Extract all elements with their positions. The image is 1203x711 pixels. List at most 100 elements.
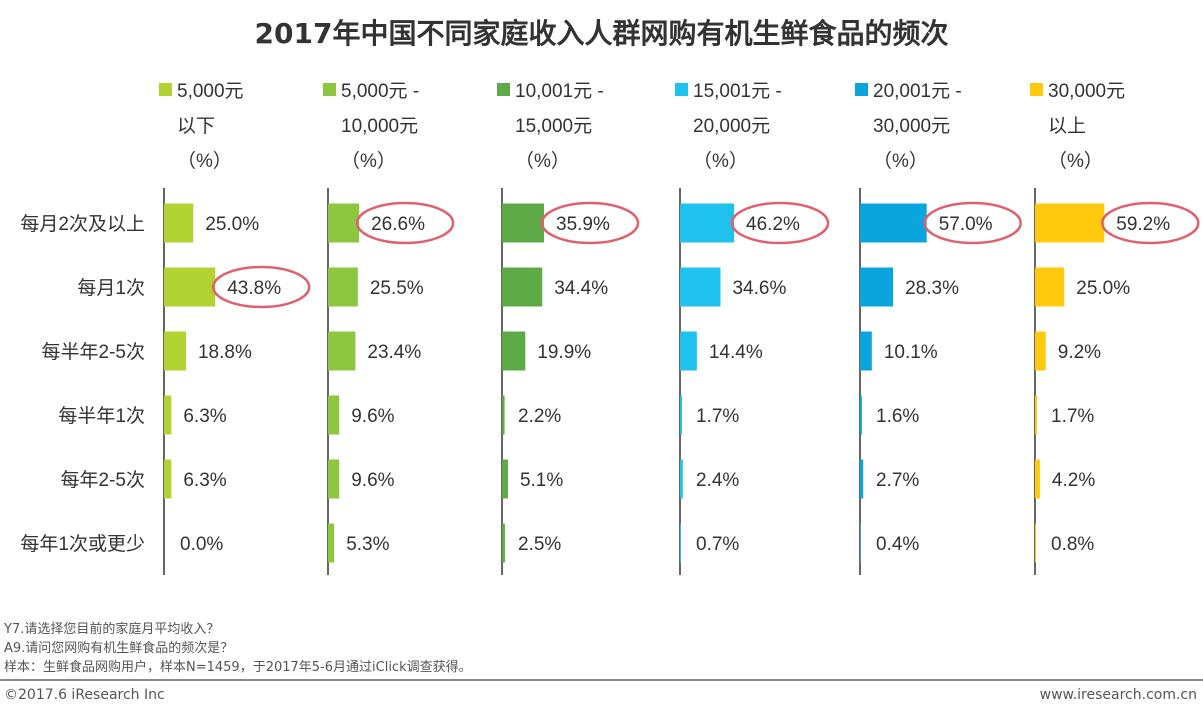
legend-label: 30,000元 (1048, 81, 1125, 102)
bar (328, 203, 360, 243)
data-label: 59.2% (1116, 214, 1170, 235)
bar (502, 395, 505, 435)
bar (502, 203, 545, 243)
highlight-circle (923, 201, 1022, 245)
legend-label: （%） (1048, 150, 1103, 172)
bar (164, 203, 194, 243)
copyright: ©2017.6 iResearch Inc (4, 687, 165, 703)
legend-label: 20,000元 (693, 116, 770, 137)
bar (860, 395, 862, 435)
category-label: 每月2次及以上 (20, 213, 145, 235)
data-label: 14.4% (709, 342, 763, 363)
legend-swatch (1030, 83, 1043, 96)
data-label: 19.9% (537, 342, 591, 363)
data-label: 25.0% (1076, 278, 1130, 299)
data-label: 34.4% (554, 278, 608, 299)
legend-label: （%） (515, 150, 570, 172)
bar (1035, 395, 1037, 435)
legend-label: （%） (177, 150, 232, 172)
legend-label: 10,001元 - (515, 81, 604, 102)
bar (164, 331, 186, 371)
data-label: 1.6% (876, 406, 919, 427)
legend-swatch (159, 83, 172, 96)
highlight-circle (540, 201, 640, 245)
data-label: 26.6% (371, 214, 425, 235)
data-label: 23.4% (367, 342, 421, 363)
bar (502, 459, 508, 499)
chart-title: 2017年中国不同家庭收入人群网购有机生鲜食品的频次 (254, 17, 949, 50)
footnote-sample: 样本：生鲜食品网购用户，样本N=1459，于2017年5-6月通过iClick调… (4, 660, 472, 675)
highlight-circle (211, 265, 311, 309)
category-label: 每年1次或更少 (20, 533, 145, 555)
data-label: 9.2% (1058, 342, 1101, 363)
bar (328, 267, 358, 307)
bar (502, 267, 543, 307)
legend-label: 30,000元 (873, 116, 950, 137)
data-label: 1.7% (1051, 406, 1094, 427)
bar (1035, 267, 1065, 307)
data-label: 5.1% (520, 470, 563, 491)
data-label: 2.4% (696, 470, 739, 491)
data-label: 10.1% (884, 342, 938, 363)
data-label: 34.6% (732, 278, 786, 299)
category-label: 每半年2-5次 (42, 341, 145, 363)
bar (502, 331, 526, 371)
data-label: 1.7% (696, 406, 739, 427)
category-label: 每半年1次 (58, 405, 145, 427)
bar (164, 395, 172, 435)
bar (680, 203, 735, 243)
bar (1035, 331, 1046, 371)
bar (680, 523, 681, 563)
data-label: 2.5% (518, 534, 561, 555)
footer-divider (0, 679, 1203, 681)
legend-label: 15,000元 (515, 116, 592, 137)
footnote-question-a9: A9.请问您网购有机生鲜食品的频次是？ (4, 641, 234, 656)
data-label: 0.7% (696, 534, 739, 555)
bar (164, 459, 172, 499)
data-label: 0.0% (180, 534, 223, 555)
bar (860, 331, 872, 371)
legend-label: 10,000元 (341, 116, 418, 137)
website-link[interactable]: www.iresearch.com.cn (1039, 687, 1197, 703)
bar (1035, 203, 1105, 243)
highlight-circle (355, 201, 455, 245)
bar (860, 267, 894, 307)
bar (680, 267, 721, 307)
data-label: 2.7% (876, 470, 919, 491)
highlight-circle (730, 201, 830, 245)
data-label: 28.3% (905, 278, 959, 299)
data-label: 2.2% (518, 406, 561, 427)
data-label: 6.3% (183, 470, 226, 491)
bar (860, 203, 927, 243)
bar (860, 459, 864, 499)
data-label: 25.0% (205, 214, 259, 235)
bar (1035, 459, 1040, 499)
data-label: 9.6% (351, 406, 394, 427)
footnote-question-y7: Y7.请选择您目前的家庭月平均收入？ (4, 622, 220, 637)
legend-swatch (675, 83, 688, 96)
legend-swatch (323, 83, 336, 96)
legend-label: 20,001元 - (873, 81, 962, 102)
legend-label: 15,001元 - (693, 81, 782, 102)
bar (328, 523, 335, 563)
category-label: 每月1次 (77, 277, 145, 299)
bar (680, 459, 683, 499)
bar (164, 267, 216, 307)
data-label: 25.5% (370, 278, 424, 299)
bar (328, 331, 356, 371)
category-label: 每年2-5次 (61, 469, 145, 491)
data-label: 18.8% (198, 342, 252, 363)
legend-label: 以上 (1048, 115, 1086, 137)
data-label: 0.4% (876, 534, 919, 555)
bar (680, 331, 697, 371)
data-label: 0.8% (1051, 534, 1094, 555)
data-label: 57.0% (939, 214, 993, 235)
legend-label: 以下 (177, 116, 215, 137)
data-label: 9.6% (351, 470, 394, 491)
data-label: 43.8% (227, 278, 281, 299)
data-label: 4.2% (1052, 470, 1095, 491)
highlight-circle (1101, 201, 1200, 245)
bar (1035, 523, 1036, 563)
legend-label: 5,000元 (177, 81, 244, 102)
bar (328, 459, 340, 499)
